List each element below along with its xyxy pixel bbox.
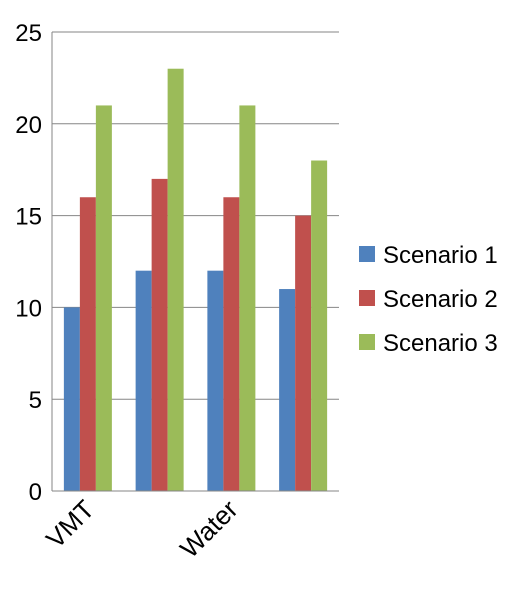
- bars: [63, 68, 328, 492]
- bar-scenario-3: [95, 105, 112, 491]
- x-category-labels: VMT Water: [40, 494, 244, 564]
- bar-scenario-2: [151, 178, 168, 491]
- bar-scenario-3: [311, 160, 328, 491]
- legend-swatch: [359, 334, 375, 350]
- x-category-label: Water: [174, 494, 244, 564]
- bar-scenario-2: [223, 197, 240, 492]
- legend: Scenario 1 Scenario 2 Scenario 3: [359, 242, 498, 357]
- bar-scenario-1: [207, 270, 224, 491]
- y-tick-label: 15: [15, 204, 42, 231]
- bar-scenario-1: [135, 270, 152, 491]
- legend-swatch: [359, 246, 375, 262]
- y-tick-label: 20: [15, 112, 42, 139]
- legend-label: Scenario 2: [383, 286, 498, 313]
- legend-label: Scenario 1: [383, 242, 498, 269]
- y-tick-labels: 0 5 10 15 20 25: [15, 20, 42, 506]
- bar-scenario-3: [167, 68, 184, 491]
- axes: [51, 32, 339, 492]
- y-tick-label: 0: [29, 479, 42, 506]
- bar-scenario-3: [239, 105, 256, 491]
- y-tick-label: 10: [15, 295, 42, 322]
- y-tick-label: 5: [29, 387, 42, 414]
- bar-scenario-2: [79, 197, 96, 492]
- bar-scenario-2: [295, 215, 312, 491]
- bar-scenario-1: [279, 289, 296, 491]
- legend-swatch: [359, 290, 375, 306]
- legend-label: Scenario 3: [383, 330, 498, 357]
- bar-scenario-1: [63, 307, 80, 491]
- y-tick-label: 25: [15, 20, 42, 47]
- x-category-label: VMT: [40, 494, 100, 554]
